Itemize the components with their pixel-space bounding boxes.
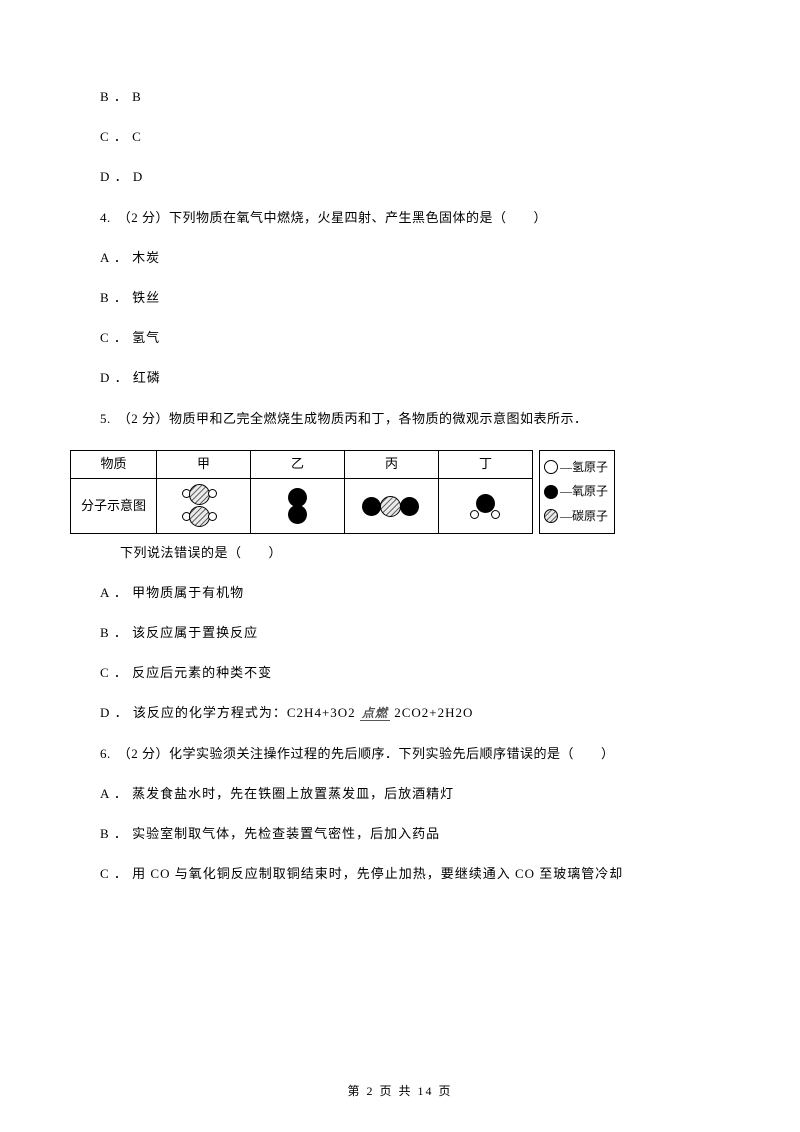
q6-opt-a: A ． 蒸发食盐水时，先在铁圈上放置蒸发皿，后放酒精灯	[100, 785, 700, 803]
q4-opt-d: D ． 红磷	[100, 369, 700, 387]
q6-opt-b: B ． 实验室制取气体，先检查装置气密性，后加入药品	[100, 825, 700, 843]
opt-c: C ． C	[100, 128, 700, 146]
opt-b: B ． B	[100, 88, 700, 106]
q5-table: 物质 甲 乙 丙 丁 分子示意图	[70, 450, 533, 534]
th-ding: 丁	[439, 450, 533, 478]
q4-opt-c: C ． 氢气	[100, 329, 700, 347]
legend: —氢原子 —氧原子 —碳原子	[539, 450, 615, 534]
legend-c: —碳原子	[544, 508, 608, 525]
mol-ding	[439, 478, 533, 533]
mol-bing	[345, 478, 439, 533]
mol-yi	[251, 478, 345, 533]
q5-follow: 下列说法错误的是（ ）	[120, 544, 700, 562]
th-label: 物质	[71, 450, 157, 478]
th-yi: 乙	[251, 450, 345, 478]
q5-opt-b: B ． 该反应属于置换反应	[100, 624, 700, 642]
th-bing: 丙	[345, 450, 439, 478]
page-footer: 第 2 页 共 14 页	[0, 1083, 800, 1100]
q4-opt-a: A ． 木炭	[100, 249, 700, 267]
q6-opt-c: C ． 用 CO 与氧化铜反应制取铜结束时，先停止加热，要继续通入 CO 至玻璃…	[100, 865, 700, 883]
ignite-icon: 点燃	[360, 706, 390, 721]
q5-opt-d: D ． 该反应的化学方程式为：C2H4+3O2 点燃 2CO2+2H2O	[100, 704, 700, 722]
q5-opt-c: C ． 反应后元素的种类不变	[100, 664, 700, 682]
q4-opt-b: B ． 铁丝	[100, 289, 700, 307]
legend-h: —氢原子	[544, 459, 608, 476]
q5-table-wrap: 物质 甲 乙 丙 丁 分子示意图	[70, 450, 730, 534]
legend-o: —氧原子	[544, 483, 608, 500]
th-jia: 甲	[157, 450, 251, 478]
q5-opt-a: A ． 甲物质属于有机物	[100, 584, 700, 602]
q6-stem: 6. （2 分）化学实验须关注操作过程的先后顺序．下列实验先后顺序错误的是（ ）	[100, 745, 700, 763]
q4-stem: 4. （2 分）下列物质在氧气中燃烧，火星四射、产生黑色固体的是（ ）	[100, 209, 700, 227]
mol-jia	[157, 478, 251, 533]
q5-stem: 5. （2 分）物质甲和乙完全燃烧生成物质丙和丁，各物质的微观示意图如表所示．	[100, 410, 700, 428]
row-label: 分子示意图	[71, 478, 157, 533]
opt-d: D ． D	[100, 168, 700, 186]
